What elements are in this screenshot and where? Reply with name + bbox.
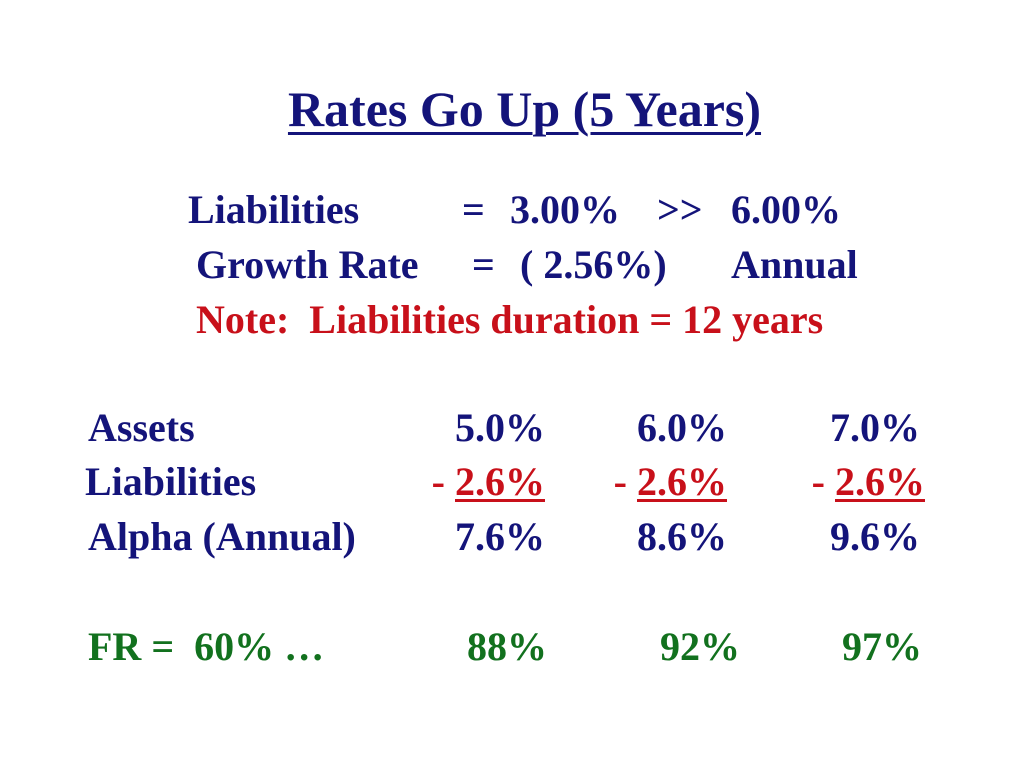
summary-liabilities-equals: = xyxy=(462,187,485,232)
fr-value-3: 97% xyxy=(842,624,922,669)
row-liabilities-value-2: 2.6% xyxy=(637,459,727,504)
summary-rate-from: 3.00% xyxy=(510,187,620,232)
summary-growth-equals: = xyxy=(472,242,495,287)
row-liabilities-cell-2: - 2.6% xyxy=(580,462,727,502)
minus-sign: - xyxy=(613,459,637,504)
fr-value-2: 92% xyxy=(660,624,740,669)
row-assets-value-2: 6.0% xyxy=(637,405,727,450)
row-assets-label: Assets xyxy=(88,405,195,450)
summary-growth-label: Growth Rate xyxy=(196,242,419,287)
summary-rate-to: 6.00% xyxy=(731,187,841,232)
page-title: Rates Go Up (5 Years) xyxy=(0,34,1024,134)
row-assets-value-3: 7.0% xyxy=(830,405,920,450)
summary-growth-period: Annual xyxy=(731,242,858,287)
summary-liabilities-label: Liabilities xyxy=(188,187,360,232)
fr-value-1: 88% xyxy=(467,624,547,669)
row-liabilities-value-3: 2.6% xyxy=(835,459,925,504)
row-assets-value-1: 5.0% xyxy=(455,405,545,450)
summary-note: Note: Liabilities duration = 12 years xyxy=(196,297,824,342)
page-title-text: Rates Go Up (5 Years) xyxy=(287,81,762,137)
summary-growth-value: ( 2.56%) xyxy=(520,242,667,287)
row-alpha-value-3: 9.6% xyxy=(830,514,920,559)
row-alpha-value-2: 8.6% xyxy=(637,514,727,559)
row-liabilities-value-1: 2.6% xyxy=(455,459,545,504)
summary-arrow: >> xyxy=(657,187,703,232)
minus-sign: - xyxy=(431,459,455,504)
row-liabilities-cell-3: - 2.6% xyxy=(770,462,925,502)
fr-label: FR = 60% … xyxy=(88,624,325,669)
minus-sign: - xyxy=(811,459,835,504)
row-liabilities-cell-1: - 2.6% xyxy=(400,462,545,502)
row-alpha-label: Alpha (Annual) xyxy=(88,514,356,559)
row-liabilities-label: Liabilities xyxy=(85,459,257,504)
row-alpha-value-1: 7.6% xyxy=(455,514,545,559)
